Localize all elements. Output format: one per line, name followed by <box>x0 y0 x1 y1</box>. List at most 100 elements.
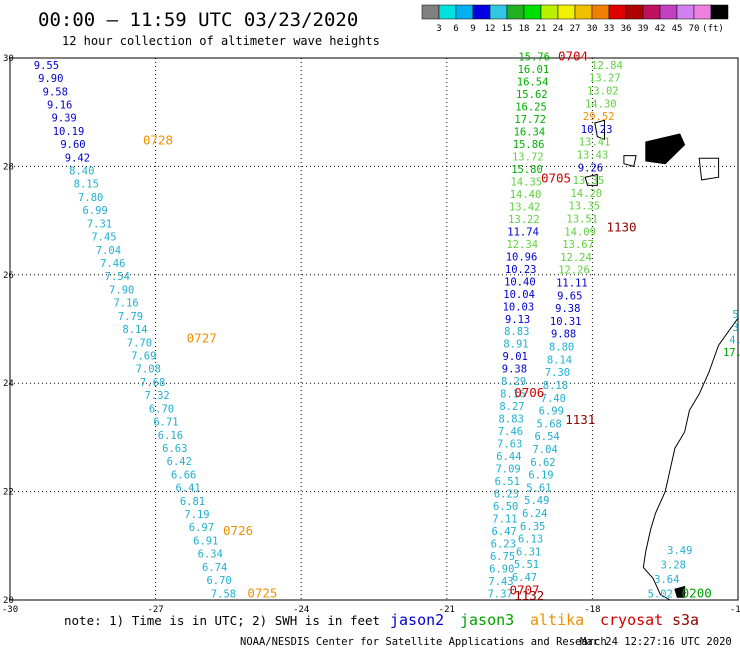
wave-height-value: 6.47 <box>491 526 516 538</box>
wave-height-value: 9.26 <box>578 162 603 174</box>
wave-height-value: 14.09 <box>564 226 596 238</box>
footer-credit: NOAA/NESDIS Center for Satellite Applica… <box>240 636 607 648</box>
wave-height-value: 10.40 <box>504 276 536 288</box>
track-t-mid: 15.7616.0116.5415.6216.2517.7216.3415.86… <box>488 52 550 601</box>
wave-height-value: 7.04 <box>96 245 121 257</box>
wave-height-value: 7.69 <box>131 351 156 363</box>
x-tick-label: -18 <box>584 605 600 615</box>
wave-height-value: 8.29 <box>501 376 526 388</box>
wave-height-value: 6.63 <box>162 443 187 455</box>
wave-height-value: 13.42 <box>509 202 541 214</box>
wave-height-value: 6.44 <box>496 451 521 463</box>
wave-height-value: 7.68 <box>140 377 165 389</box>
wave-height-value: 9.58 <box>43 86 68 98</box>
wave-height-value: 6.99 <box>82 205 107 217</box>
wave-height-value: 7.32 <box>144 390 169 402</box>
track-t-east: 12.8413.2713.0214.3029.5210.2313.4113.43… <box>512 60 623 584</box>
la-gomera-island <box>623 155 637 168</box>
wave-height-value: 8.16 <box>500 389 525 401</box>
wave-height-value: 7.46 <box>100 258 125 270</box>
legend-label: 15 <box>502 24 513 34</box>
wave-height-value: 10.03 <box>503 301 535 313</box>
el-hierro-island <box>584 173 598 186</box>
wave-height-value: 9.38 <box>555 303 580 315</box>
wave-height-value: 13.41 <box>579 137 611 149</box>
x-tick-label: -15 <box>730 605 740 615</box>
wave-height-value: 12.26 <box>558 265 590 277</box>
wave-height-value: 13.67 <box>562 239 594 251</box>
wave-height-value: 7.30 <box>545 367 570 379</box>
tenerife-island <box>645 133 686 165</box>
legend-swatch <box>693 4 712 20</box>
legend-swatch <box>455 4 474 20</box>
pass-time-label: 0706 <box>514 385 544 400</box>
wave-height-value: 7.31 <box>87 218 112 230</box>
legend-swatch <box>574 4 593 20</box>
pass-time-label: 0707 <box>509 583 539 598</box>
wave-height-value: 16.01 <box>518 64 550 76</box>
footer-note: note: 1) Time is in UTC; 2) SWH is in fe… <box>64 613 380 628</box>
track-t-west: 9.559.909.589.169.3910.199.609.428.408.1… <box>34 60 236 600</box>
pass-time-label: 1131 <box>565 412 595 427</box>
wave-height-value: 9.42 <box>65 152 90 164</box>
legend-label: 39 <box>638 24 649 34</box>
wave-height-value: 8.15 <box>74 179 99 191</box>
wave-height-value: 6.91 <box>193 535 218 547</box>
wave-height-value: 10.23 <box>581 124 613 136</box>
legend-label: 18 <box>519 24 530 34</box>
y-tick-label: 26 <box>3 271 14 281</box>
wave-height-value: 8.83 <box>504 326 529 338</box>
wave-height-value: 13.27 <box>589 73 621 85</box>
wave-height-value: 9.16 <box>47 100 72 112</box>
wave-height-value: 9.65 <box>557 290 582 302</box>
legend-label: 9 <box>470 24 475 34</box>
wave-height-value: 17.7 <box>723 347 740 359</box>
track-t-coast: 3.49 3.28 3.64 5.02 <box>648 545 693 600</box>
legend-label: 42 <box>655 24 666 34</box>
wave-height-value: 7.54 <box>105 271 130 283</box>
wave-height-value: 14.35 <box>510 177 542 189</box>
wave-height-value: 12.24 <box>560 252 592 264</box>
pass-time-label: 0728 <box>143 133 173 148</box>
legend-swatch <box>676 4 695 20</box>
footer-timestamp: Mar 24 12:27:16 UTC 2020 <box>580 636 732 648</box>
wave-height-value: 7.04 <box>532 444 557 456</box>
wave-height-value: 7.58 <box>211 588 236 600</box>
legend-swatch <box>489 4 508 20</box>
la-palma-island <box>594 119 605 141</box>
legend-swatch <box>642 4 661 20</box>
pass-time-label: 1132 <box>514 588 544 603</box>
legend-label: 70 <box>689 24 700 34</box>
wave-height-value: 15.62 <box>516 89 548 101</box>
legend-swatch <box>557 4 576 20</box>
wave-height-value: 9.13 <box>505 314 530 326</box>
wave-height-value: 29.52 <box>583 111 615 123</box>
wave-height-value: 7.63 <box>497 439 522 451</box>
wave-height-value: 8.18 <box>543 380 568 392</box>
wave-height-value: 7.08 <box>136 364 161 376</box>
wave-height-value: 6.13 <box>518 534 543 546</box>
wave-height-value: 6.35 <box>520 521 545 533</box>
wave-height-value: 8.40 <box>69 166 94 178</box>
wave-height-value: 10.23 <box>505 264 537 276</box>
wave-height-value: 7.90 <box>109 284 134 296</box>
coastline-map <box>584 119 739 601</box>
banc-arguin-island <box>674 585 686 598</box>
legend-swatch <box>421 4 440 20</box>
x-tick-label: -30 <box>2 605 18 615</box>
pass-time-label: 0705 <box>541 171 571 186</box>
wave-height-value: 3.64 <box>654 574 679 586</box>
wave-height-value: 6.62 <box>530 457 555 469</box>
wave-height-value: 11.11 <box>556 278 588 290</box>
x-tick-label: -24 <box>293 605 309 615</box>
wave-height-value: 12.84 <box>591 60 623 72</box>
wave-height-value: 8.80 <box>549 342 574 354</box>
wave-height-value: 6.54 <box>534 431 559 443</box>
wave-height-value: 6.19 <box>528 470 553 482</box>
legend-swatch <box>710 4 729 20</box>
wave-height-value: 15.80 <box>511 164 543 176</box>
satellite-tracks: 9.559.909.589.169.3910.199.609.428.408.1… <box>34 52 740 601</box>
wave-height-value: 16.34 <box>514 127 546 139</box>
wave-height-value: 10.04 <box>503 289 535 301</box>
